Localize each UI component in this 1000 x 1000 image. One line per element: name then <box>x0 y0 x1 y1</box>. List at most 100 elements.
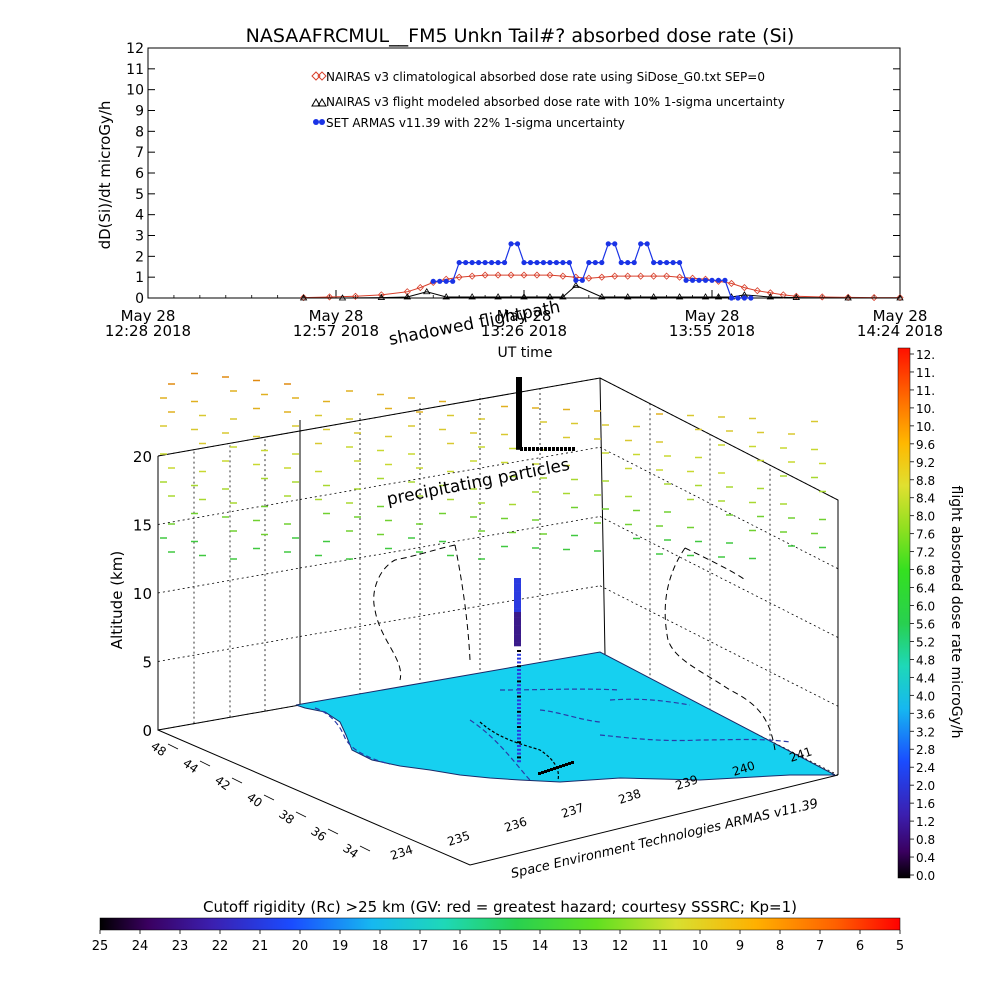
altitude-tick: 0 <box>142 722 152 740</box>
flight-point-ascent <box>514 595 521 597</box>
flight-point-high <box>516 421 522 424</box>
flight-point-high <box>516 417 522 420</box>
rigidity-colorbar-tick: 21 <box>252 939 269 954</box>
flight-point-ascent <box>514 644 521 647</box>
flight-point-low <box>517 707 521 709</box>
flight-point-low <box>517 737 521 740</box>
nairas-clim-point <box>663 272 671 280</box>
flight-point-high <box>516 420 522 423</box>
flight-point-low <box>517 722 521 725</box>
nairas-clim-point <box>676 273 684 281</box>
flight-point-low <box>517 676 521 679</box>
flight-point-low <box>517 703 521 706</box>
x-tick-label-time: 12:57 2018 <box>293 322 379 340</box>
flight-point-ascent <box>514 630 521 633</box>
flight-point-high <box>572 447 575 451</box>
latitude-tickmark <box>327 828 339 835</box>
dose-colorbar-tick: 3.6 <box>916 707 935 721</box>
flight-point-high <box>528 447 531 451</box>
altitude-axis-label: Altitude (km) <box>108 551 126 649</box>
rigidity-colorbar-tick: 5 <box>896 939 904 954</box>
nairas-clim-point <box>585 274 593 282</box>
armas-point <box>728 295 735 301</box>
armas-point <box>488 259 495 266</box>
flight-point-ground <box>565 763 568 766</box>
armas-point <box>495 259 501 266</box>
flight-point-high <box>516 403 522 406</box>
rigidity-colorbar-ramp <box>99 917 901 931</box>
altitude-tick: 5 <box>142 654 152 672</box>
map-contour <box>609 698 691 706</box>
flight-point-ascent <box>514 578 521 580</box>
flight-point-high <box>516 381 522 384</box>
nairas-flight-point <box>624 293 632 300</box>
nairas-flight-point <box>766 293 775 300</box>
flight-point-ascent <box>514 612 521 614</box>
nairas-clim-point <box>766 289 774 297</box>
flight-point-ascent <box>514 586 521 589</box>
latitude-tickmark <box>295 811 307 818</box>
latitude-tick: 44 <box>180 756 201 776</box>
flight-point-high <box>516 429 522 432</box>
back-wall-left <box>157 420 301 731</box>
flight-point-low <box>517 665 521 668</box>
flight-point-ascent <box>514 625 521 628</box>
armas-point <box>508 241 514 247</box>
flight-point-ascent <box>514 593 521 596</box>
x-tick-label-date: May 28 <box>685 307 740 325</box>
dose-colorbar-tick: 2.0 <box>916 779 935 793</box>
nairas-clim-point <box>507 271 515 279</box>
flight-point-low <box>517 672 521 675</box>
longitude-tick: 236 <box>503 814 529 834</box>
dose-colorbar-ramp <box>897 347 911 879</box>
flight-point-ascent <box>514 615 521 618</box>
grid-back-wall <box>299 585 601 637</box>
nairas-clim-point <box>611 272 619 280</box>
x-tick-label-time: 14:24 2018 <box>857 322 943 340</box>
nairas-clim-point <box>533 271 541 279</box>
dose-colorbar-tick: 8.8 <box>916 474 935 488</box>
nairas-flight-point <box>377 293 386 300</box>
flight-point-high <box>516 439 522 442</box>
flight-point-ascent <box>514 588 521 591</box>
flight-point-ascent <box>514 596 521 599</box>
armas-point <box>527 259 534 266</box>
armas-point <box>676 259 683 266</box>
longitude-tick: 239 <box>674 772 700 792</box>
latitude-tickmark <box>359 845 371 852</box>
flight-point-low <box>517 718 521 721</box>
flight-point-ascent <box>514 637 521 640</box>
flight-point-ascent <box>514 635 521 638</box>
grid-left-wall <box>157 567 301 594</box>
armas-point <box>638 241 644 247</box>
flight-point-ground <box>550 768 553 771</box>
dose-colorbar-tick: 6.8 <box>916 564 935 578</box>
flight-point-high <box>516 389 522 391</box>
dose-colorbar-tick: 4.4 <box>916 671 935 685</box>
armas-point <box>482 259 488 266</box>
nairas-clim-point <box>637 272 645 280</box>
flight-point-low <box>517 752 521 755</box>
flight-point-high <box>568 447 571 451</box>
flight-point-ascent <box>514 632 521 635</box>
flight-point-low <box>517 714 521 717</box>
nairas-flight-point <box>559 293 567 300</box>
dose-colorbar-tick: 3.2 <box>916 725 935 739</box>
grid-back-wall <box>299 446 601 500</box>
flight-point-low <box>517 680 521 683</box>
y-tick-label: 11 <box>126 62 144 78</box>
flight-point-high <box>516 398 522 401</box>
map-contour <box>314 707 391 765</box>
latitude-tick: 34 <box>340 841 361 861</box>
flight-point-ascent <box>514 623 521 626</box>
flight-point-high <box>516 437 522 439</box>
dose-colorbar-tick: 1.6 <box>916 797 935 811</box>
flight-point-high <box>516 428 522 431</box>
flight-point-high <box>516 416 522 419</box>
nairas-clim-point <box>598 273 606 281</box>
flight-point-ascent <box>514 579 521 582</box>
flight-point-low <box>517 710 521 713</box>
rigidity-colorbar-ticks: 25 24 23 22 21 20 19 18 17 16 15 14 13 12 11 10 9 8 7 6 5 <box>92 930 904 954</box>
flight-point-high <box>516 444 522 447</box>
flight-point-ground <box>538 772 541 775</box>
